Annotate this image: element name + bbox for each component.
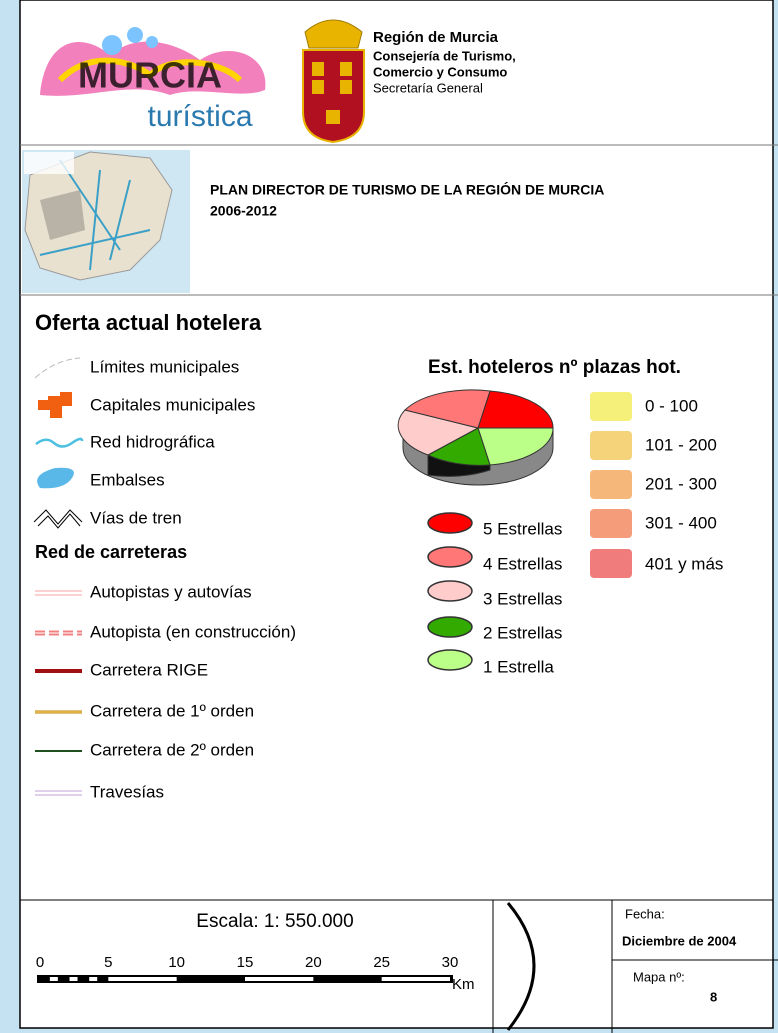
place-item: 401 y más (645, 554, 723, 573)
scale-segment (381, 977, 450, 981)
icon (35, 437, 84, 448)
legend-item: Límites municipales (90, 357, 239, 376)
road-item: Autopistas y autovías (90, 582, 252, 601)
scale-segment (245, 977, 314, 981)
plan-years: 2006-2012 (210, 203, 277, 219)
logo-title: MURCIA (78, 55, 222, 96)
roads-title: Red de carreteras (35, 542, 187, 562)
scale-tick-label: 25 (373, 954, 390, 971)
road-item: Travesías (90, 782, 164, 801)
road-item: Carretera de 1º orden (90, 701, 254, 720)
place-item: 301 - 400 (645, 513, 717, 532)
department: Consejería de Turismo, (373, 48, 516, 63)
office: Secretaría General (373, 80, 483, 95)
icon (33, 509, 83, 529)
scale-tick-label: 15 (237, 954, 254, 971)
scale-segment (49, 977, 58, 981)
scale-title: Escala: 1: 550.000 (196, 911, 353, 932)
star-item: 3 Estrellas (483, 589, 562, 608)
star-item: 4 Estrellas (483, 554, 562, 573)
legend-title: Oferta actual hotelera (35, 310, 262, 335)
crest (302, 19, 365, 144)
scale-tick-label: 20 (305, 954, 322, 971)
scale-bar: 0 5 10 15 20 25 30 Km (36, 954, 475, 993)
scale-segment (69, 977, 78, 981)
scale-tick-label: 10 (168, 954, 185, 971)
plan-title: PLAN DIRECTOR DE TURISMO DE LA REGIÓN DE… (210, 181, 604, 198)
legend-item: Red hidrográfica (90, 432, 215, 451)
scale-unit: Km (452, 976, 475, 993)
map-label: Mapa nº: (633, 969, 685, 984)
north-arrow (506, 902, 536, 1031)
date-label: Fecha: (625, 906, 665, 921)
legend-item: Capitales municipales (90, 395, 255, 414)
road-item: Autopista (en construcción) (90, 622, 296, 641)
hotels-title: Est. hoteleros nº plazas hot. (428, 357, 681, 378)
scale-tick-label: 30 (442, 954, 459, 971)
region: Región de Murcia (373, 29, 499, 46)
scale-tick-label: 5 (104, 954, 112, 971)
logo: MURCIA turística (40, 27, 266, 133)
map-number: 8 (710, 989, 717, 1004)
star-item: 2 Estrellas (483, 623, 562, 642)
icon (38, 392, 72, 418)
road-item: Carretera RIGE (90, 660, 208, 679)
legend-item: Embalses (90, 470, 165, 489)
pie-symbol (397, 389, 554, 486)
road-icons (35, 590, 82, 796)
logo-subtitle: turística (147, 100, 252, 133)
place-item: 0 - 100 (645, 396, 698, 415)
scale-segment (108, 977, 177, 981)
legend-item: Vías de tren (90, 508, 182, 527)
place-item: 101 - 200 (645, 435, 717, 454)
icon (37, 467, 74, 489)
thumbnail-map (22, 150, 190, 293)
scale-segment (89, 977, 98, 981)
scale-tick-label: 0 (36, 954, 44, 971)
place-item: 201 - 300 (645, 474, 717, 493)
department: Comercio y Consumo (373, 64, 507, 79)
icon (34, 357, 81, 379)
star-item: 5 Estrellas (483, 519, 562, 538)
date: Diciembre de 2004 (622, 933, 737, 948)
road-item: Carretera de 2º orden (90, 740, 254, 759)
place-swatches (590, 392, 632, 578)
star-icons (427, 512, 473, 671)
star-item: 1 Estrella (483, 657, 554, 676)
